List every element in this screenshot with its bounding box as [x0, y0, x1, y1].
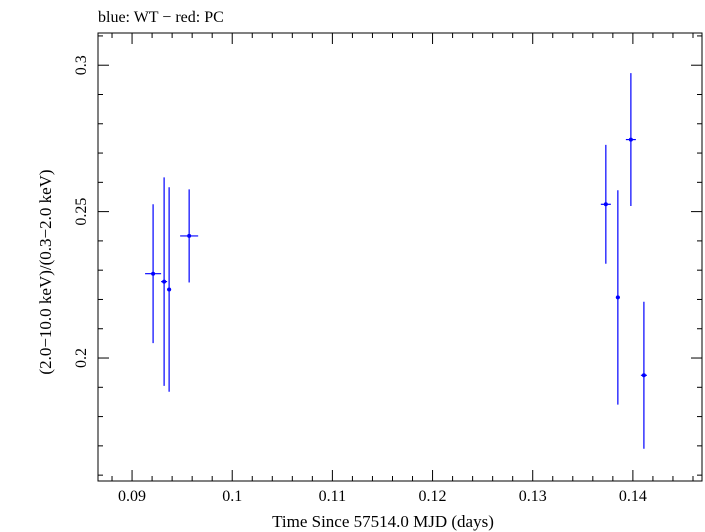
plot-frame	[97, 32, 703, 482]
data-point	[640, 301, 647, 449]
data-marker	[187, 233, 192, 238]
chart-title: blue: WT − red: PC	[98, 9, 224, 26]
data-marker	[615, 295, 620, 300]
data-marker	[603, 202, 608, 207]
data-marker	[167, 287, 172, 292]
data-point	[615, 190, 620, 405]
data-points-group	[145, 73, 647, 449]
ticks-group: 0.09 0.1 0.11 0.12 0.13 0.14 0.2 0.25 0.3	[73, 33, 702, 505]
x-tick-label: 0.14	[619, 488, 647, 505]
plot-frame-group	[97, 32, 703, 482]
y-tick-label: 0.25	[73, 198, 90, 226]
y-tick-label: 0.2	[73, 348, 90, 368]
x-tick-label: 0.11	[319, 488, 346, 505]
x-tick-label: 0.09	[118, 488, 146, 505]
data-marker	[162, 279, 167, 284]
y-tick-label: 0.3	[73, 55, 90, 75]
x-tick-label: 0.13	[519, 488, 547, 505]
x-axis-label: Time Since 57514.0 MJD (days)	[272, 512, 494, 531]
data-point	[161, 177, 168, 386]
data-marker	[641, 373, 646, 378]
data-marker	[151, 271, 156, 276]
x-tick-label: 0.12	[419, 488, 447, 505]
data-point	[167, 187, 172, 392]
data-point	[180, 189, 199, 283]
data-point	[600, 144, 611, 264]
data-point	[145, 204, 162, 344]
data-point	[625, 73, 636, 207]
data-marker	[628, 137, 633, 142]
x-tick-label: 0.1	[222, 488, 242, 505]
y-axis-label: (2.0−10.0 keV)/(0.3−2.0 keV)	[36, 169, 55, 374]
